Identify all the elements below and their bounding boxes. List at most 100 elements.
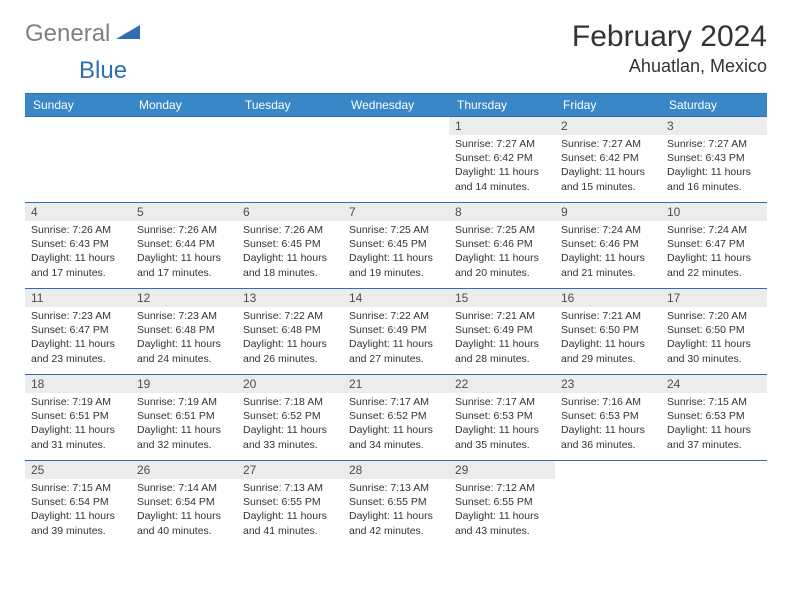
day-number: 14 — [343, 289, 449, 307]
weekday-header: Wednesday — [343, 94, 449, 117]
day-number: 2 — [555, 117, 661, 135]
day-data: Sunrise: 7:23 AMSunset: 6:48 PMDaylight:… — [131, 307, 237, 370]
weekday-header: Monday — [131, 94, 237, 117]
calendar-day-cell: 13Sunrise: 7:22 AMSunset: 6:48 PMDayligh… — [237, 289, 343, 375]
weekday-header: Friday — [555, 94, 661, 117]
logo-blue-wrap: Blue — [25, 57, 767, 85]
day-number: 1 — [449, 117, 555, 135]
weekday-header: Thursday — [449, 94, 555, 117]
calendar-day-cell: 16Sunrise: 7:21 AMSunset: 6:50 PMDayligh… — [555, 289, 661, 375]
calendar-day-cell: 8Sunrise: 7:25 AMSunset: 6:46 PMDaylight… — [449, 203, 555, 289]
calendar-day-cell: 6Sunrise: 7:26 AMSunset: 6:45 PMDaylight… — [237, 203, 343, 289]
day-data: Sunrise: 7:21 AMSunset: 6:49 PMDaylight:… — [449, 307, 555, 370]
day-number: 22 — [449, 375, 555, 393]
day-number: 20 — [237, 375, 343, 393]
calendar-day-cell: 17Sunrise: 7:20 AMSunset: 6:50 PMDayligh… — [661, 289, 767, 375]
logo: General — [25, 20, 144, 48]
calendar-day-cell — [237, 117, 343, 203]
calendar-day-cell: 1Sunrise: 7:27 AMSunset: 6:42 PMDaylight… — [449, 117, 555, 203]
day-data: Sunrise: 7:15 AMSunset: 6:54 PMDaylight:… — [25, 479, 131, 542]
day-number: 4 — [25, 203, 131, 221]
calendar-day-cell: 22Sunrise: 7:17 AMSunset: 6:53 PMDayligh… — [449, 375, 555, 461]
calendar-week-row: 1Sunrise: 7:27 AMSunset: 6:42 PMDaylight… — [25, 117, 767, 203]
calendar-day-cell: 23Sunrise: 7:16 AMSunset: 6:53 PMDayligh… — [555, 375, 661, 461]
day-number: 12 — [131, 289, 237, 307]
calendar-day-cell: 27Sunrise: 7:13 AMSunset: 6:55 PMDayligh… — [237, 461, 343, 547]
calendar-day-cell: 14Sunrise: 7:22 AMSunset: 6:49 PMDayligh… — [343, 289, 449, 375]
weekday-header: Tuesday — [237, 94, 343, 117]
day-number: 17 — [661, 289, 767, 307]
day-data: Sunrise: 7:12 AMSunset: 6:55 PMDaylight:… — [449, 479, 555, 542]
calendar-day-cell: 20Sunrise: 7:18 AMSunset: 6:52 PMDayligh… — [237, 375, 343, 461]
calendar-day-cell: 12Sunrise: 7:23 AMSunset: 6:48 PMDayligh… — [131, 289, 237, 375]
calendar-week-row: 4Sunrise: 7:26 AMSunset: 6:43 PMDaylight… — [25, 203, 767, 289]
day-data: Sunrise: 7:24 AMSunset: 6:47 PMDaylight:… — [661, 221, 767, 284]
day-data: Sunrise: 7:17 AMSunset: 6:52 PMDaylight:… — [343, 393, 449, 456]
calendar-week-row: 18Sunrise: 7:19 AMSunset: 6:51 PMDayligh… — [25, 375, 767, 461]
day-number: 3 — [661, 117, 767, 135]
calendar-day-cell: 29Sunrise: 7:12 AMSunset: 6:55 PMDayligh… — [449, 461, 555, 547]
day-data: Sunrise: 7:19 AMSunset: 6:51 PMDaylight:… — [131, 393, 237, 456]
logo-text-gray: General — [25, 20, 110, 48]
day-number: 27 — [237, 461, 343, 479]
calendar-day-cell: 11Sunrise: 7:23 AMSunset: 6:47 PMDayligh… — [25, 289, 131, 375]
calendar-day-cell: 2Sunrise: 7:27 AMSunset: 6:42 PMDaylight… — [555, 117, 661, 203]
day-data: Sunrise: 7:22 AMSunset: 6:49 PMDaylight:… — [343, 307, 449, 370]
day-number: 7 — [343, 203, 449, 221]
calendar-day-cell: 28Sunrise: 7:13 AMSunset: 6:55 PMDayligh… — [343, 461, 449, 547]
day-data: Sunrise: 7:23 AMSunset: 6:47 PMDaylight:… — [25, 307, 131, 370]
day-data: Sunrise: 7:17 AMSunset: 6:53 PMDaylight:… — [449, 393, 555, 456]
calendar-day-cell: 15Sunrise: 7:21 AMSunset: 6:49 PMDayligh… — [449, 289, 555, 375]
day-number: 6 — [237, 203, 343, 221]
calendar-day-cell: 25Sunrise: 7:15 AMSunset: 6:54 PMDayligh… — [25, 461, 131, 547]
day-number: 23 — [555, 375, 661, 393]
day-data: Sunrise: 7:27 AMSunset: 6:43 PMDaylight:… — [661, 135, 767, 198]
day-number: 24 — [661, 375, 767, 393]
day-number: 25 — [25, 461, 131, 479]
day-data: Sunrise: 7:14 AMSunset: 6:54 PMDaylight:… — [131, 479, 237, 542]
logo-text-blue: Blue — [79, 57, 127, 84]
day-number: 15 — [449, 289, 555, 307]
day-data: Sunrise: 7:26 AMSunset: 6:44 PMDaylight:… — [131, 221, 237, 284]
day-number: 8 — [449, 203, 555, 221]
day-data: Sunrise: 7:13 AMSunset: 6:55 PMDaylight:… — [237, 479, 343, 542]
calendar-day-cell: 9Sunrise: 7:24 AMSunset: 6:46 PMDaylight… — [555, 203, 661, 289]
day-number: 28 — [343, 461, 449, 479]
calendar-day-cell: 10Sunrise: 7:24 AMSunset: 6:47 PMDayligh… — [661, 203, 767, 289]
day-data: Sunrise: 7:24 AMSunset: 6:46 PMDaylight:… — [555, 221, 661, 284]
calendar-week-row: 25Sunrise: 7:15 AMSunset: 6:54 PMDayligh… — [25, 461, 767, 547]
day-data: Sunrise: 7:20 AMSunset: 6:50 PMDaylight:… — [661, 307, 767, 370]
calendar-week-row: 11Sunrise: 7:23 AMSunset: 6:47 PMDayligh… — [25, 289, 767, 375]
day-number: 13 — [237, 289, 343, 307]
calendar-day-cell — [661, 461, 767, 547]
calendar-day-cell — [555, 461, 661, 547]
calendar-day-cell — [343, 117, 449, 203]
day-number: 29 — [449, 461, 555, 479]
day-data: Sunrise: 7:27 AMSunset: 6:42 PMDaylight:… — [555, 135, 661, 198]
day-number: 11 — [25, 289, 131, 307]
calendar-day-cell: 3Sunrise: 7:27 AMSunset: 6:43 PMDaylight… — [661, 117, 767, 203]
day-number: 16 — [555, 289, 661, 307]
day-data: Sunrise: 7:18 AMSunset: 6:52 PMDaylight:… — [237, 393, 343, 456]
day-number: 10 — [661, 203, 767, 221]
day-data: Sunrise: 7:15 AMSunset: 6:53 PMDaylight:… — [661, 393, 767, 456]
calendar-day-cell: 5Sunrise: 7:26 AMSunset: 6:44 PMDaylight… — [131, 203, 237, 289]
day-number: 19 — [131, 375, 237, 393]
day-data: Sunrise: 7:26 AMSunset: 6:45 PMDaylight:… — [237, 221, 343, 284]
weekday-header: Saturday — [661, 94, 767, 117]
calendar-day-cell: 7Sunrise: 7:25 AMSunset: 6:45 PMDaylight… — [343, 203, 449, 289]
day-number: 18 — [25, 375, 131, 393]
calendar-day-cell: 21Sunrise: 7:17 AMSunset: 6:52 PMDayligh… — [343, 375, 449, 461]
day-data: Sunrise: 7:22 AMSunset: 6:48 PMDaylight:… — [237, 307, 343, 370]
month-title: February 2024 — [572, 20, 767, 54]
calendar-day-cell: 19Sunrise: 7:19 AMSunset: 6:51 PMDayligh… — [131, 375, 237, 461]
day-data: Sunrise: 7:16 AMSunset: 6:53 PMDaylight:… — [555, 393, 661, 456]
weekday-header-row: Sunday Monday Tuesday Wednesday Thursday… — [25, 94, 767, 117]
calendar-day-cell: 4Sunrise: 7:26 AMSunset: 6:43 PMDaylight… — [25, 203, 131, 289]
day-data: Sunrise: 7:13 AMSunset: 6:55 PMDaylight:… — [343, 479, 449, 542]
day-data: Sunrise: 7:26 AMSunset: 6:43 PMDaylight:… — [25, 221, 131, 284]
calendar-body: 1Sunrise: 7:27 AMSunset: 6:42 PMDaylight… — [25, 117, 767, 547]
calendar-table: Sunday Monday Tuesday Wednesday Thursday… — [25, 93, 767, 547]
day-data: Sunrise: 7:25 AMSunset: 6:46 PMDaylight:… — [449, 221, 555, 284]
day-number: 21 — [343, 375, 449, 393]
